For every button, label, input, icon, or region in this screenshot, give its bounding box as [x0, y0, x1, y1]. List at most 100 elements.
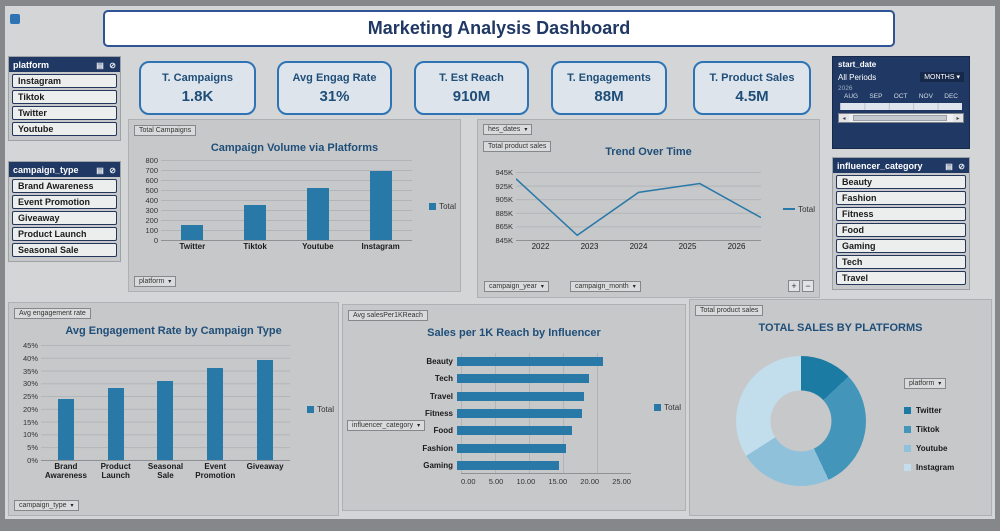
bar-youtube[interactable] [306, 188, 329, 240]
slicer-item-giveaway[interactable]: Giveaway [12, 211, 117, 225]
influencer-category-slicer: influencer_category ▤ ⊘ Beauty Fashion F… [832, 157, 970, 290]
app-icon [10, 14, 20, 24]
sales-per-reach-chart-panel: Avg salesPer1KReach Sales per 1K Reach b… [342, 304, 686, 511]
bar-beauty[interactable] [457, 357, 604, 367]
legend-swatch [904, 464, 911, 471]
month-label[interactable]: AUG [844, 93, 859, 100]
slicer-item-brand-awareness[interactable]: Brand Awareness [12, 179, 117, 193]
bar-seasonal-sale[interactable] [157, 380, 174, 460]
slicer-item-tiktok[interactable]: Tiktok [12, 90, 117, 104]
slicer-item-food[interactable]: Food [836, 223, 966, 237]
hes-dates-dropdown[interactable]: hes_dates ▾ [483, 124, 533, 135]
platform-dropdown[interactable]: platform ▾ [904, 378, 947, 389]
zoom-in-button[interactable]: + [788, 280, 800, 292]
dropdown-label: campaign_type [19, 502, 67, 509]
legend-item-tiktok: Tiktok [904, 425, 954, 434]
field-chip-total-product-sales[interactable]: Total product sales [483, 141, 552, 152]
zoom-out-button[interactable]: − [802, 280, 814, 292]
caret-down-icon: ▾ [956, 74, 960, 81]
slicer-item-fashion[interactable]: Fashion [836, 191, 966, 205]
slicer-item-travel[interactable]: Travel [836, 271, 966, 285]
bar-food[interactable] [457, 426, 572, 436]
month-label[interactable]: DEC [944, 93, 958, 100]
campaign-year-dropdown[interactable]: campaign_year ▾ [484, 281, 549, 292]
month-label[interactable]: OCT [893, 93, 908, 100]
platform-slicer-header: platform ▤ ⊘ [9, 57, 120, 72]
line-plot-area [516, 172, 761, 241]
field-chip-total-campaigns[interactable]: Total Campaigns [134, 125, 197, 136]
multiselect-icon[interactable]: ▤ [96, 165, 104, 175]
influencer-category-dropdown[interactable]: influencer_category ▾ [347, 419, 426, 431]
timeline-scrollbar[interactable] [849, 114, 953, 122]
kpi-value: 1.8K [181, 87, 214, 105]
clear-filter-icon[interactable]: ⊘ [958, 161, 965, 171]
campaign-type-dropdown[interactable]: campaign_type ▾ [14, 500, 79, 511]
month-label[interactable]: NOV [918, 93, 933, 100]
legend-label: Total [798, 204, 815, 214]
donut-legend: Twitter Tiktok Youtube Instagram [904, 396, 954, 472]
month-label[interactable]: SEP [869, 93, 883, 100]
legend-item-twitter: Twitter [904, 406, 954, 415]
slicer-item-twitter[interactable]: Twitter [12, 106, 117, 120]
dropdown-label: platform [139, 278, 165, 285]
kpi-value: 31% [319, 87, 350, 105]
dropdown-label: campaign_year [489, 283, 537, 290]
platform-dropdown[interactable]: platform ▾ [134, 276, 177, 287]
trend-line[interactable] [516, 172, 761, 240]
bar-twitter[interactable] [181, 225, 204, 240]
slicer-item-fitness[interactable]: Fitness [836, 207, 966, 221]
field-chip-total-product-sales[interactable]: Total product sales [695, 305, 764, 316]
campaign-volume-chart-panel: Total Campaigns Campaign Volume via Plat… [128, 119, 461, 292]
bar-fitness[interactable] [457, 408, 583, 418]
slicer-item-product-launch[interactable]: Product Launch [12, 227, 117, 241]
bar-gaming[interactable] [457, 460, 559, 470]
bar-fashion[interactable] [457, 443, 566, 453]
kpi-avg-engagement-rate: Avg Engag Rate 31% [277, 61, 392, 115]
scroll-left-icon[interactable]: ◂ [839, 114, 849, 122]
clear-filter-icon[interactable]: ⊘ [109, 165, 116, 175]
slicer-item-tech[interactable]: Tech [836, 255, 966, 269]
slicer-item-seasonal-sale[interactable]: Seasonal Sale [12, 243, 117, 257]
slicer-item-event-promotion[interactable]: Event Promotion [12, 195, 117, 209]
y-axis: 45% 40% 35% 30% 25% 20% 15% 10% 5% 0% [22, 341, 38, 465]
multiselect-icon[interactable]: ▤ [945, 161, 953, 171]
bar-instagram[interactable] [369, 171, 392, 240]
granularity-dropdown[interactable]: MONTHS ▾ [920, 72, 964, 82]
slicer-item-gaming[interactable]: Gaming [836, 239, 966, 253]
clear-filter-icon[interactable]: ⊘ [109, 60, 116, 70]
dropdown-label: campaign_month [575, 283, 629, 290]
legend: Total [429, 202, 456, 211]
slicer-item-instagram[interactable]: Instagram [12, 74, 117, 88]
campaign-month-dropdown[interactable]: campaign_month ▾ [570, 281, 641, 292]
kpi-total-product-sales: T. Product Sales 4.5M [693, 61, 811, 115]
bar-travel[interactable] [457, 391, 585, 401]
slicer-title: platform [13, 59, 49, 70]
multiselect-icon[interactable]: ▤ [96, 60, 104, 70]
influencer-category-slicer-header: influencer_category ▤ ⊘ [833, 158, 969, 173]
field-chip-avg-sales-per-1k-reach[interactable]: Avg salesPer1KReach [348, 310, 428, 321]
slicer-item-beauty[interactable]: Beauty [836, 175, 966, 189]
legend-item-youtube: Youtube [904, 444, 954, 453]
caret-down-icon: ▾ [938, 381, 942, 387]
bar-product-launch[interactable] [107, 388, 124, 460]
timeline-track[interactable] [840, 103, 962, 110]
total-sales-chart-panel: Total product sales TOTAL SALES BY PLATF… [689, 299, 992, 516]
kpi-label: T. Campaigns [162, 71, 233, 84]
slicer-title: influencer_category [837, 160, 923, 171]
timeline-period-label: All Periods [838, 72, 877, 82]
bar-event-promotion[interactable] [207, 368, 224, 460]
bar-brand-awareness[interactable] [57, 398, 74, 460]
field-chip-avg-engagement-rate[interactable]: Avg engagement rate [14, 308, 91, 319]
kpi-label: Avg Engag Rate [292, 71, 377, 84]
kpi-label: T. Est Reach [439, 71, 504, 84]
bar-giveaway[interactable] [257, 360, 274, 460]
slicer-item-youtube[interactable]: Youtube [12, 122, 117, 136]
bar-tech[interactable] [457, 374, 590, 384]
y-axis: 945K 925K 905K 885K 865K 845K [495, 168, 513, 245]
donut-hole [770, 390, 832, 452]
bar-tiktok[interactable] [244, 205, 267, 240]
scrollbar-thumb[interactable] [853, 115, 947, 121]
donut-chart[interactable] [736, 356, 866, 486]
scroll-right-icon[interactable]: ▸ [953, 114, 963, 122]
legend-label: Tiktok [916, 425, 940, 434]
